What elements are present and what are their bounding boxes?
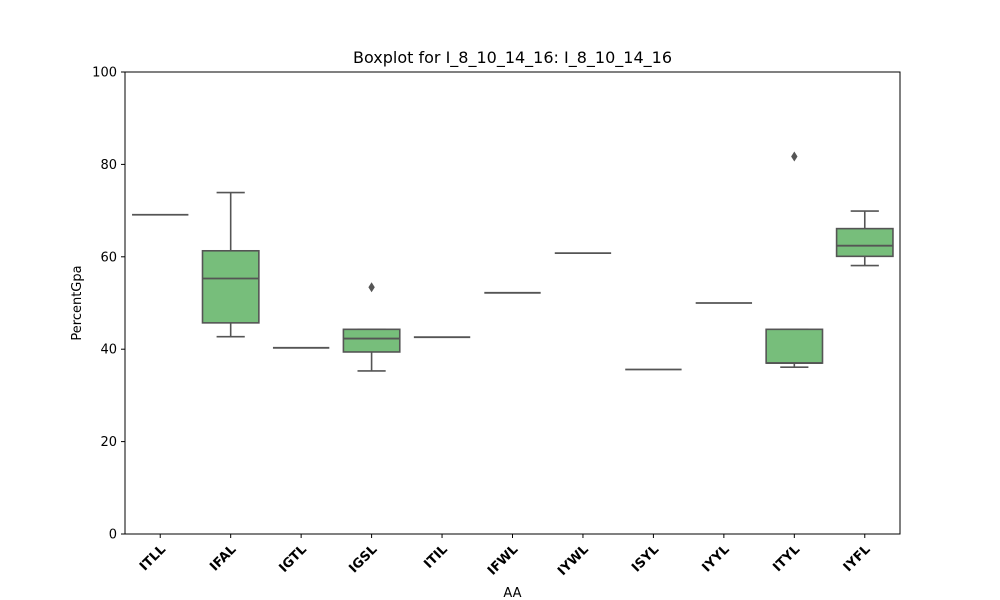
box-group-igsl	[342, 282, 401, 372]
x-axis-label: AA	[503, 586, 521, 600]
outlier-point	[368, 282, 375, 293]
y-axis: 0 20 40 60 80 100	[92, 66, 125, 543]
x-tick-label: IYFL	[841, 542, 874, 575]
box	[201, 249, 260, 324]
outlier-point	[791, 151, 798, 162]
x-tick-label: ISYL	[629, 542, 662, 575]
y-tick-label: 80	[100, 158, 117, 173]
box	[342, 328, 401, 353]
x-tick-label: IFAL	[207, 542, 239, 574]
x-axis: ITLL IFAL IGTL IGSL ITIL IFWL IYWL ISYL IYYL ITYL…	[137, 534, 874, 579]
x-tick-label: ITYL	[770, 542, 803, 575]
x-tick-label: ITIL	[421, 542, 451, 572]
x-tick-label: IYYL	[699, 542, 732, 575]
box-group-ifal	[201, 191, 260, 338]
box-group-ityl	[765, 151, 824, 369]
x-tick-label: IGSL	[346, 542, 380, 576]
y-tick-label: 40	[100, 343, 117, 358]
x-tick-label: IGTL	[276, 542, 310, 576]
x-tick-label: ITLL	[137, 542, 169, 574]
plot-marks	[132, 151, 894, 372]
box-group-iyfl	[835, 210, 894, 267]
chart-title: Boxplot for I_8_10_14_16: I_8_10_14_16	[353, 48, 672, 68]
box	[765, 328, 824, 364]
x-tick-label: IFWL	[485, 542, 521, 578]
y-axis-label: PercentGpa	[70, 265, 85, 340]
y-tick-label: 60	[100, 250, 117, 265]
y-tick-label: 20	[100, 435, 117, 450]
y-tick-label: 100	[92, 66, 117, 81]
x-tick-label: IYWL	[555, 542, 592, 579]
y-tick-label: 0	[109, 528, 117, 543]
box	[835, 227, 894, 258]
